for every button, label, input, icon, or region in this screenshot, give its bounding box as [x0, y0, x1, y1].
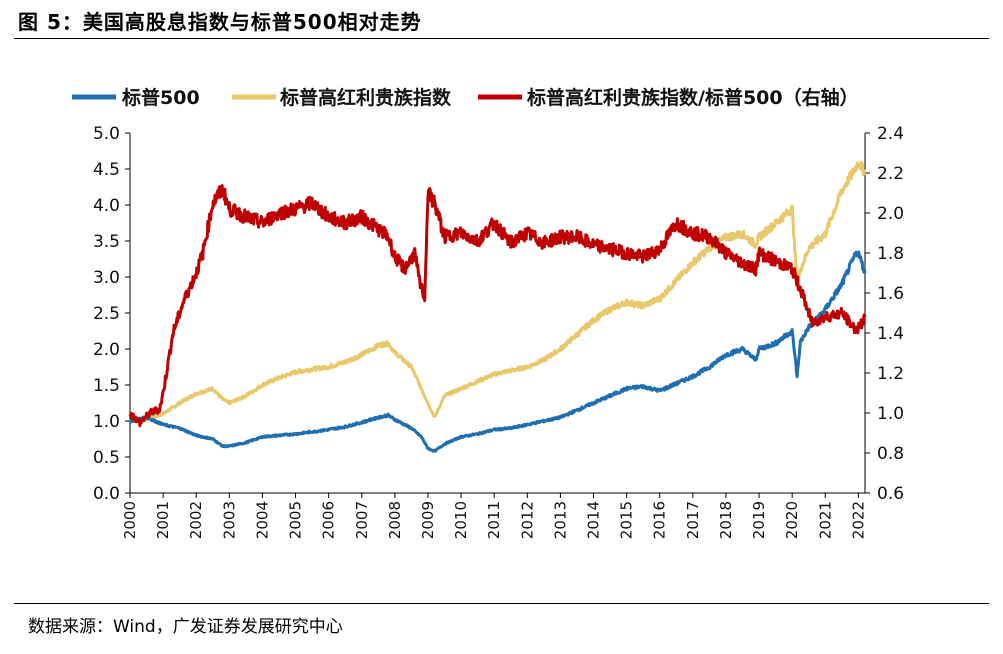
y-left-tick-label: 1.5: [93, 376, 120, 396]
x-tick-label: 2003: [220, 501, 238, 539]
y-left-tick-label: 3.0: [93, 268, 120, 288]
y-left-tick-label: 2.5: [93, 304, 120, 324]
x-tick-label: 2009: [419, 501, 437, 539]
x-tick-label: 2005: [287, 501, 305, 539]
bottom-divider: [14, 603, 989, 604]
x-tick-label: 2015: [618, 501, 636, 539]
y-left-tick-label: 4.0: [93, 196, 120, 216]
legend-ratio-label: 标普高红利贵族指数/标普500（右轴）: [527, 86, 859, 109]
x-tick-label: 2020: [783, 501, 801, 539]
y-right-tick-label: 2.4: [877, 124, 904, 144]
series-layer: [128, 160, 867, 453]
x-tick-label: 2001: [154, 501, 172, 539]
x-tick-label: 2022: [849, 501, 867, 539]
x-tick-label: 2000: [121, 501, 139, 539]
y-right-tick-label: 2.2: [877, 164, 904, 184]
x-tick-label: 2012: [518, 501, 536, 539]
y-left-tick-label: 4.5: [93, 160, 120, 180]
y-right-tick-label: 1.8: [877, 244, 904, 264]
y-left-tick-label: 5.0: [93, 124, 120, 144]
top-divider: [14, 38, 989, 39]
y-right-tick-label: 0.6: [877, 484, 904, 504]
x-tick-label: 2011: [485, 501, 503, 539]
y-right-tick-label: 1.0: [877, 404, 904, 424]
y-right-tick-label: 0.8: [877, 444, 904, 464]
x-tick-label: 2014: [585, 501, 603, 539]
y-right-tick-label: 1.6: [877, 284, 904, 304]
x-tick-label: 2004: [253, 501, 271, 539]
y-left-tick-label: 1.0: [93, 412, 120, 432]
series-line-high-dividend: [129, 160, 867, 424]
x-tick-label: 2018: [717, 501, 735, 539]
series-line-sp500: [128, 250, 867, 453]
y-left-tick-label: 3.5: [93, 232, 120, 252]
y-left-tick-label: 2.0: [93, 340, 120, 360]
x-tick-label: 2002: [187, 501, 205, 539]
y-axis-left: 0.0 0.5 1.0 1.5 2.0 2.5 3.0 3.5 4.0 4.5 5.0: [93, 124, 131, 504]
y-axis-right: 0.6 0.8 1.0 1.2 1.4 1.6 1.8 2.0 2.2 2.4: [864, 124, 904, 504]
source-note: 数据来源：Wind，广发证券发展研究中心: [28, 617, 343, 637]
x-tick-label: 2016: [651, 501, 669, 539]
y-left-tick-label: 0.0: [93, 484, 120, 504]
x-tick-label: 2019: [750, 501, 768, 539]
legend-sp500-label: 标普500: [122, 86, 200, 109]
y-left-tick-label: 0.5: [93, 448, 120, 468]
x-axis: 2000 2001 2002 2003 2004 2005 2006 2007 2008 2009…: [121, 492, 867, 539]
x-tick-label: 2006: [320, 501, 338, 539]
series-line-ratio: [128, 184, 867, 428]
y-right-tick-label: 1.2: [877, 364, 904, 384]
page-title: 图 5：美国高股息指数与标普500相对走势: [18, 10, 422, 34]
x-tick-label: 2007: [353, 501, 371, 539]
x-tick-label: 2017: [684, 501, 702, 539]
y-right-tick-label: 2.0: [877, 204, 904, 224]
y-right-tick-label: 1.4: [877, 324, 904, 344]
legend-high-dividend-label: 标普高红利贵族指数: [280, 86, 452, 109]
chart-legend: 标普500 标普高红利贵族指数 标普高红利贵族指数/标普500（右轴）: [72, 86, 859, 109]
x-tick-label: 2010: [452, 501, 470, 539]
x-tick-label: 2021: [816, 501, 834, 539]
x-tick-label: 2008: [386, 501, 404, 539]
x-tick-label: 2013: [551, 501, 569, 539]
